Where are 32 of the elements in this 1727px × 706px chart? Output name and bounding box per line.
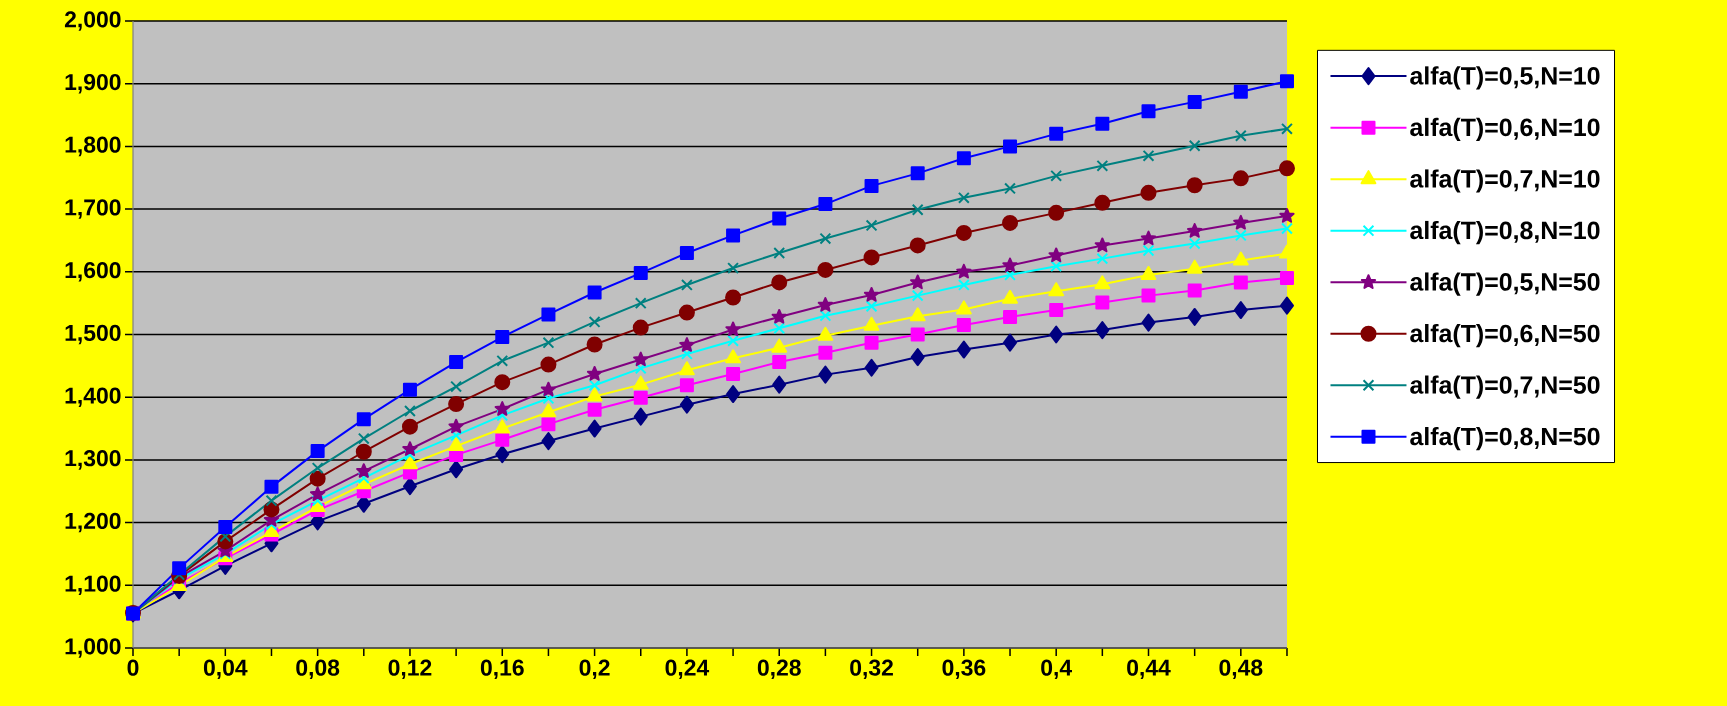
legend-label: alfa(T)=0,8,N=50 bbox=[1410, 427, 1600, 451]
x-tick-label: 0,08 bbox=[296, 659, 340, 680]
y-tick-label: 1,000 bbox=[65, 638, 121, 658]
legend-label: alfa(T)=0,6,N=10 bbox=[1410, 117, 1600, 142]
x-tick-label: 0,48 bbox=[1219, 659, 1263, 680]
x-tick-label: 0,36 bbox=[942, 659, 986, 680]
x-tick-label: 0,2 bbox=[579, 659, 610, 680]
y-tick-label: 1,100 bbox=[65, 575, 121, 596]
y-tick-label: 1,600 bbox=[65, 262, 121, 282]
legend-label: alfa(T)=0,7,N=50 bbox=[1410, 375, 1600, 399]
y-tick-label: 1,800 bbox=[65, 136, 121, 157]
x-tick-label: 0 bbox=[127, 659, 139, 676]
legend-label: alfa(T)=0,8,N=10 bbox=[1410, 220, 1600, 245]
y-tick-label: 1,900 bbox=[65, 73, 121, 94]
x-tick-label: 0,12 bbox=[388, 659, 432, 680]
y-tick-label: 1,700 bbox=[65, 199, 121, 219]
x-tick-label: 0,44 bbox=[1127, 659, 1171, 680]
legend-label: alfa(T)=0,5,N=50 bbox=[1410, 272, 1600, 296]
legend-label: alfa(T)=0,7,N=10 bbox=[1410, 169, 1600, 193]
x-tick-label: 0,28 bbox=[757, 659, 801, 680]
x-tick-label: 0,16 bbox=[480, 659, 524, 680]
y-tick-label: 1,300 bbox=[65, 450, 121, 470]
legend-label: alfa(T)=0,5,N=10 bbox=[1410, 66, 1600, 90]
legend-label: alfa(T)=0,6,N=50 bbox=[1410, 323, 1600, 348]
x-tick-label: 0,4 bbox=[1041, 659, 1072, 680]
y-tick-label: 2,000 bbox=[64, 11, 121, 31]
y-tick-label: 1,400 bbox=[65, 387, 121, 407]
x-tick-label: 0,04 bbox=[203, 659, 248, 680]
y-tick-label: 1,200 bbox=[65, 512, 121, 533]
y-tick-label: 1,500 bbox=[65, 324, 121, 345]
x-tick-label: 0,32 bbox=[850, 659, 893, 680]
x-tick-label: 0,24 bbox=[665, 659, 710, 680]
